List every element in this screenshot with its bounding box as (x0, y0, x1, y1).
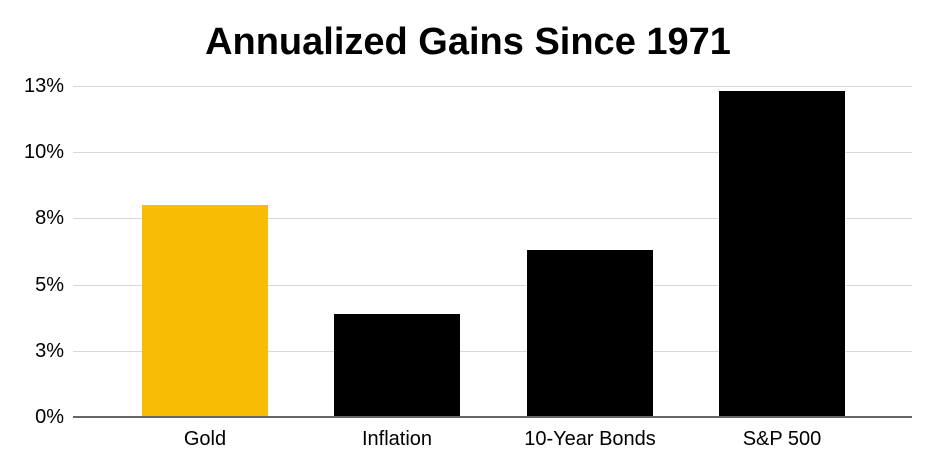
y-tick-label: 5% (35, 274, 64, 296)
y-tick-label: 8% (35, 207, 64, 229)
bar-s-p-500 (719, 91, 845, 417)
gridline (73, 351, 912, 352)
gridline (73, 218, 912, 219)
gridline (73, 86, 912, 87)
y-tick-label: 13% (23, 75, 64, 97)
plot-area (73, 86, 912, 418)
x-axis-line (73, 416, 912, 418)
x-category-label: Gold (183, 428, 227, 450)
chart-title: Annualized Gains Since 1971 (205, 21, 731, 63)
bar-inflation (334, 314, 460, 417)
gridline (73, 285, 912, 286)
gridline (73, 152, 912, 153)
x-category-label: S&P 500 (742, 428, 822, 450)
y-tick-label: 0% (35, 406, 64, 428)
y-tick-label: 3% (35, 340, 64, 362)
x-category-label: 10-Year Bonds (524, 428, 656, 450)
bar-10-year-bonds (527, 250, 653, 417)
y-tick-label: 10% (23, 141, 64, 163)
bar-gold (142, 205, 268, 417)
x-category-label: Inflation (361, 428, 433, 450)
